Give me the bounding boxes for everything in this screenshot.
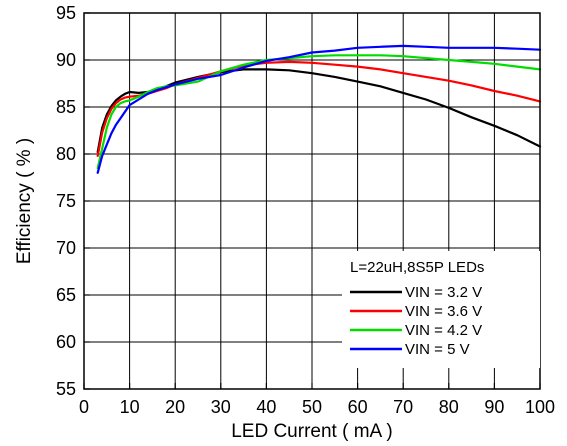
legend-label-3: VIN = 4.2 V [405, 322, 482, 339]
y-tick-label: 90 [56, 50, 76, 70]
x-tick-label: 30 [211, 397, 231, 417]
legend-title: L=22uH,8S5P LEDs [350, 259, 484, 276]
y-tick-label: 75 [56, 191, 76, 211]
x-tick-label: 80 [439, 397, 459, 417]
y-tick-label: 80 [56, 144, 76, 164]
y-axis-label: Efficiency ( % ) [14, 138, 35, 264]
x-tick-label: 20 [165, 397, 185, 417]
x-tick-label: 40 [256, 397, 276, 417]
y-tick-label: 70 [56, 238, 76, 258]
x-axis-label: LED Current ( mA ) [231, 421, 393, 442]
x-tick-label: 100 [525, 397, 555, 417]
y-tick-label: 95 [56, 3, 76, 23]
legend-label-2: VIN = 3.6 V [405, 303, 482, 320]
x-tick-label: 60 [348, 397, 368, 417]
x-tick-label: 70 [393, 397, 413, 417]
y-tick-label: 85 [56, 97, 76, 117]
x-tick-label: 90 [484, 397, 504, 417]
x-tick-label: 50 [302, 397, 322, 417]
legend-label-4: VIN = 5 V [405, 341, 470, 358]
legend: L=22uH,8S5P LEDs VIN = 3.2 V VIN = 3.6 V VI… [342, 251, 540, 368]
y-tick-label: 55 [56, 379, 76, 399]
y-tick-label: 65 [56, 285, 76, 305]
x-tick-label: 10 [120, 397, 140, 417]
legend-label-1: VIN = 3.2 V [405, 284, 482, 301]
x-tick-label: 0 [79, 397, 89, 417]
y-tick-label: 60 [56, 332, 76, 352]
